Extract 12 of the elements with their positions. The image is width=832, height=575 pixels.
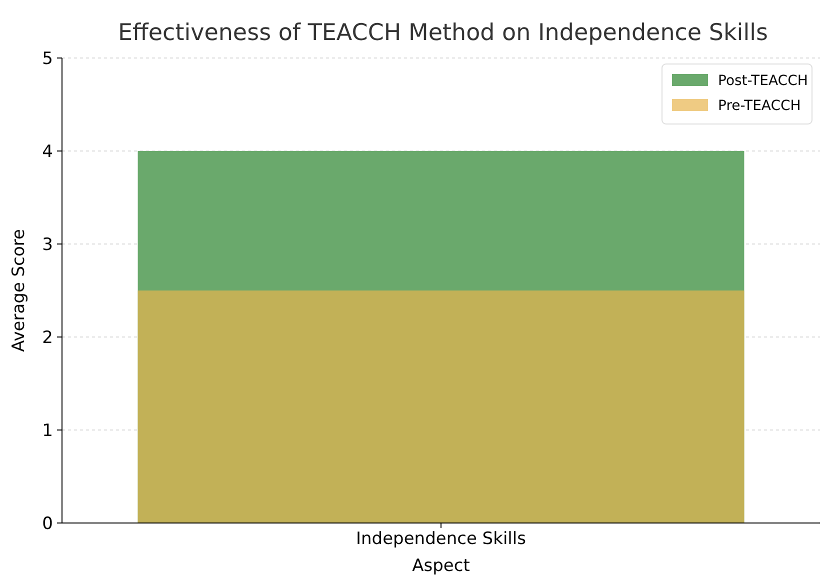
y-tick-label: 5 — [42, 48, 53, 69]
chart-title: Effectiveness of TEACCH Method on Independence Skills — [118, 20, 768, 46]
y-tick-label: 1 — [42, 420, 53, 441]
legend-label: Post-TEACCH — [718, 72, 808, 89]
y-tick-label: 4 — [42, 142, 53, 162]
y-tick-label: 0 — [42, 514, 53, 534]
y-tick-label: 2 — [42, 328, 53, 348]
y-tick-label: 3 — [42, 234, 53, 255]
x-axis-title: Aspect — [412, 556, 470, 575]
y-axis-title: Average Score — [9, 229, 29, 352]
x-tick-label: Independence Skills — [356, 529, 526, 549]
legend-label: Pre-TEACCH — [718, 98, 801, 114]
